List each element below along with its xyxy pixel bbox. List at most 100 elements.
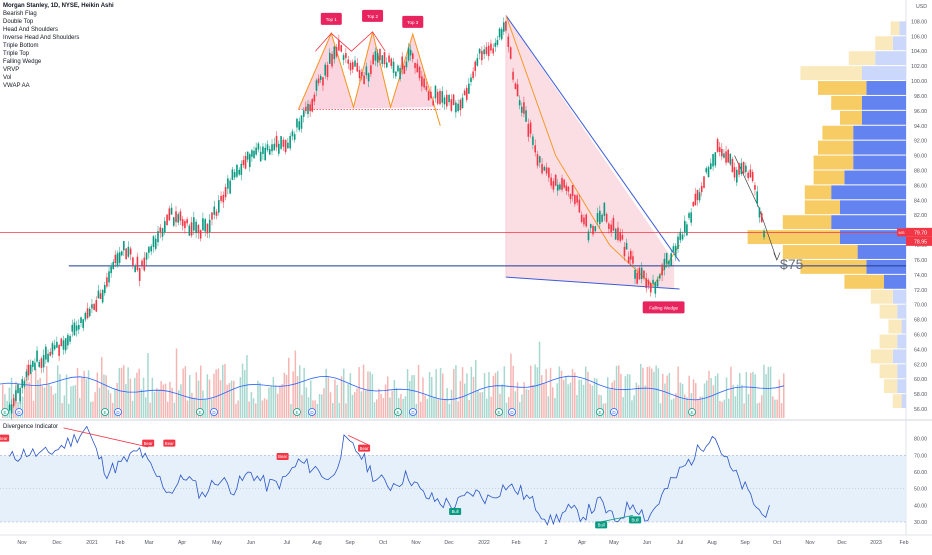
candle-body xyxy=(338,40,340,51)
candle-body xyxy=(129,248,132,255)
volume-bar xyxy=(268,387,270,418)
volume-bar xyxy=(120,367,123,418)
candle-body xyxy=(347,59,350,64)
volume-bar xyxy=(439,367,442,418)
vp-down-bar xyxy=(857,245,906,259)
candle-body xyxy=(168,208,171,221)
volume-bar xyxy=(263,398,266,418)
volume-bar xyxy=(728,398,730,418)
volume-bar xyxy=(593,377,596,418)
volume-bar xyxy=(703,383,706,418)
volume-bar xyxy=(360,391,363,418)
volume-bar xyxy=(763,364,765,418)
volume-bar xyxy=(783,373,785,418)
indicator-line xyxy=(9,425,770,526)
volume-bar xyxy=(387,376,389,418)
volume-bar xyxy=(490,396,492,418)
candle-body xyxy=(670,253,672,266)
overlay-falling-wedge[interactable]: Falling Wedge xyxy=(3,59,42,65)
overlay-double-top[interactable]: Double Top xyxy=(3,19,34,25)
indicator-title[interactable]: Divergence Indicator xyxy=(3,424,59,430)
volume-bar xyxy=(195,372,198,418)
overlay-triple-bottom[interactable]: Triple Bottom xyxy=(3,43,39,49)
volume-bar xyxy=(780,403,783,418)
candle-body xyxy=(148,246,150,253)
overlay-triple-top[interactable]: Triple Top xyxy=(3,51,30,57)
time-tick-label: May xyxy=(212,540,222,546)
volume-bar xyxy=(74,385,77,418)
candle-body xyxy=(520,106,523,113)
vp-down-bar xyxy=(853,125,906,140)
target-price-label: $75 xyxy=(780,256,804,272)
volume-event-label: D xyxy=(17,410,21,415)
overlay-vol[interactable]: Vol xyxy=(3,75,12,81)
volume-bar xyxy=(455,365,457,418)
time-tick-label: Dec xyxy=(837,540,847,546)
vp-up-bar xyxy=(870,349,893,364)
candle-body xyxy=(56,341,58,348)
candle-body xyxy=(143,257,146,271)
volume-bar xyxy=(371,374,374,418)
overlay-head-and-shoulders[interactable]: Head And Shoulders xyxy=(3,27,59,33)
volume-bar xyxy=(32,400,35,418)
volume-bar xyxy=(521,394,523,418)
candle-body xyxy=(414,63,416,69)
candle-body xyxy=(47,353,49,362)
volume-bar xyxy=(30,373,33,418)
candle-body xyxy=(679,231,682,241)
vp-up-bar xyxy=(879,304,898,319)
volume-bar xyxy=(349,373,352,418)
price-tick-label: 70.00 xyxy=(914,303,927,309)
candle-body xyxy=(490,43,492,51)
candle-body xyxy=(300,115,303,129)
candle-body xyxy=(556,184,559,191)
vp-up-bar xyxy=(840,110,862,125)
overlay-bearish-flag[interactable]: Bearish Flag xyxy=(3,11,37,17)
candle-body xyxy=(700,185,703,193)
candle-body xyxy=(64,338,67,351)
volume-bar xyxy=(171,387,173,418)
candle-body xyxy=(136,256,139,271)
vp-down-bar xyxy=(875,51,906,66)
price-tick-label: 62.00 xyxy=(914,362,927,368)
volume-bar xyxy=(129,378,132,418)
falling-wedge-area xyxy=(505,15,675,290)
pattern-label: Falling Wedge xyxy=(649,305,678,310)
volume-bar xyxy=(299,365,301,418)
candle-body xyxy=(208,219,211,233)
volume-bar xyxy=(343,368,345,418)
volume-bar xyxy=(587,371,589,418)
price-tick-label: 100.00 xyxy=(911,79,927,85)
overlay-vwap[interactable]: VWAP AA xyxy=(3,83,30,89)
volume-bar xyxy=(508,396,510,418)
pattern-tag xyxy=(362,9,384,22)
volume-bar xyxy=(611,382,613,418)
candle-body xyxy=(166,214,168,226)
overlay-inverse-head-and-shoulders[interactable]: Inverse Head And Shoulders xyxy=(3,35,80,41)
candle-body xyxy=(246,151,249,160)
candle-body xyxy=(758,207,761,218)
volume-bar xyxy=(325,368,327,418)
overlay-vrvp[interactable]: VRVP xyxy=(3,67,20,73)
volume-bar xyxy=(543,383,545,418)
candle-body xyxy=(596,213,599,222)
volume-bar xyxy=(670,399,673,418)
vp-down-bar xyxy=(862,110,906,125)
volume-event-marker xyxy=(15,408,23,416)
candle-body xyxy=(220,195,222,201)
candle-body xyxy=(97,290,100,299)
volume-bar xyxy=(351,394,354,418)
candle-body xyxy=(430,91,432,99)
bull-signal-tag xyxy=(629,516,642,524)
volume-bar xyxy=(448,403,451,418)
volume-bar xyxy=(684,394,686,418)
candle-body xyxy=(498,28,501,38)
vp-down-bar xyxy=(831,215,906,230)
candle-body xyxy=(372,55,374,65)
volume-bar xyxy=(233,380,235,418)
candle-body xyxy=(649,283,652,293)
candle-body xyxy=(640,267,643,280)
volume-bar xyxy=(301,394,303,418)
volume-bar xyxy=(296,375,299,418)
